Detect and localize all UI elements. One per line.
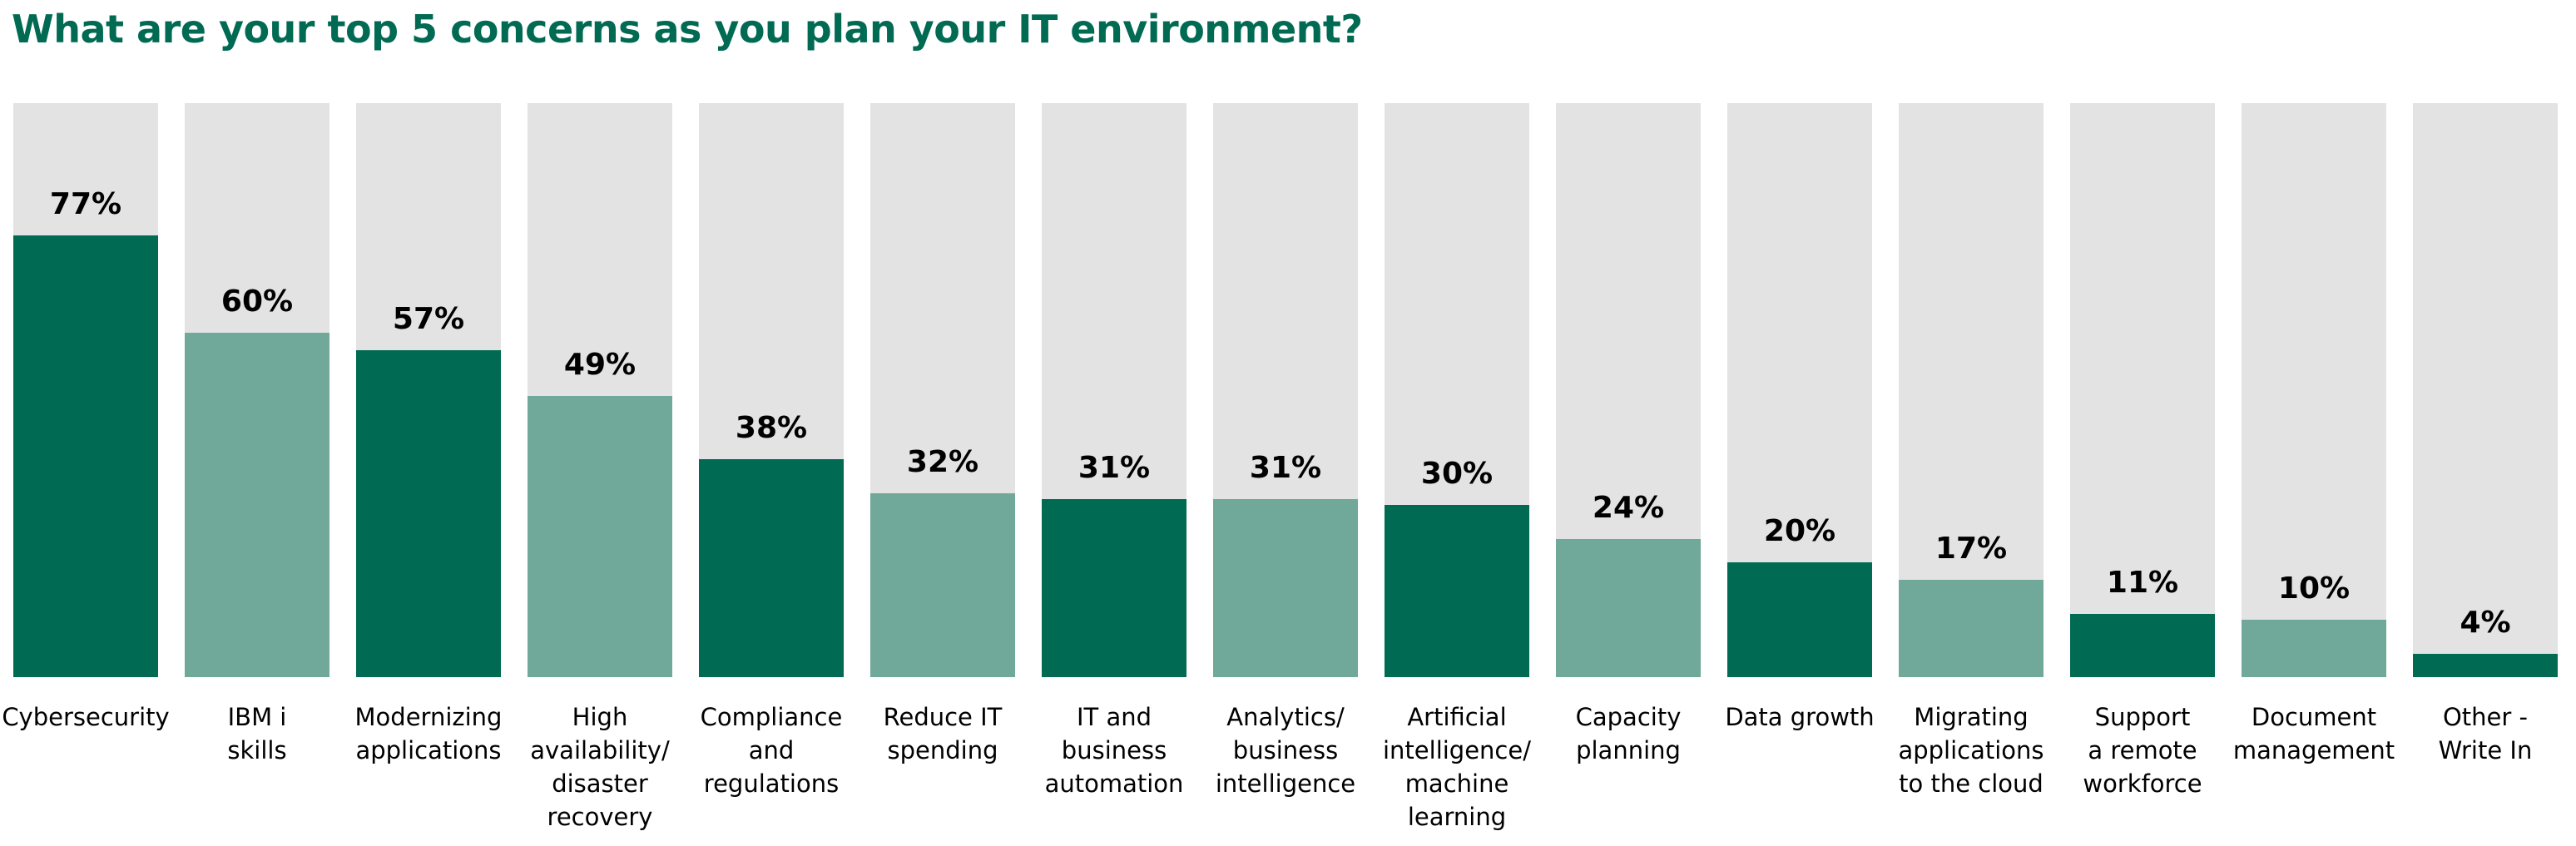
category-label: IBM i skills [227,703,287,764]
category-label: Capacity planning [1575,703,1682,764]
value-label: 24% [1592,491,1665,526]
bar [2413,654,2558,677]
bar [1899,579,2043,677]
chart-title: What are your top 5 concerns as you plan… [12,7,1363,52]
category-label: Migrating applications to the cloud [1898,703,2044,798]
category-label: Reduce IT spending [883,703,1003,764]
value-label: 38% [735,410,808,445]
bar [2070,614,2215,677]
bar [356,349,501,677]
category-label: Data growth [1725,703,1875,731]
bar-track [2413,103,2558,677]
category-label: Support a remote workforce [2083,703,2202,798]
bar [1213,499,1358,677]
value-label: 17% [1934,531,2008,566]
bar [1727,562,1872,677]
bar [185,333,329,677]
value-label: 31% [1249,451,1322,486]
value-label: 20% [1763,514,1836,548]
value-label: 49% [563,347,637,382]
category-label: Analytics/ business intelligence [1215,703,1356,798]
bar [699,458,844,677]
value-label: 31% [1077,451,1151,486]
value-label: 77% [49,186,122,221]
value-label: 60% [220,284,294,319]
bar [1556,539,1701,677]
bar-track [2070,103,2215,677]
bar [528,395,672,677]
value-label: 30% [1420,457,1494,491]
bar-track [2242,103,2386,677]
value-label: 32% [906,445,979,480]
bar [870,493,1015,677]
value-label: 11% [2106,566,2179,601]
category-label: Cybersecurity [2,703,170,731]
value-label: 10% [2277,571,2351,606]
category-label: Artificial intelligence/ machine learnin… [1382,703,1531,831]
bar [1385,505,1529,677]
category-label: IT and business automation [1044,703,1184,798]
bar [2242,620,2386,677]
bar [13,235,158,677]
category-label: Document management [2232,703,2395,764]
category-label: Modernizing applications [354,703,503,764]
category-label: Other - Write In [2438,703,2533,764]
value-label: 4% [2460,606,2511,641]
category-label: High availability/ disaster recovery [530,703,670,831]
category-label: Compliance and regulations [700,703,843,798]
value-label: 57% [392,301,465,336]
bar [1042,499,1186,677]
